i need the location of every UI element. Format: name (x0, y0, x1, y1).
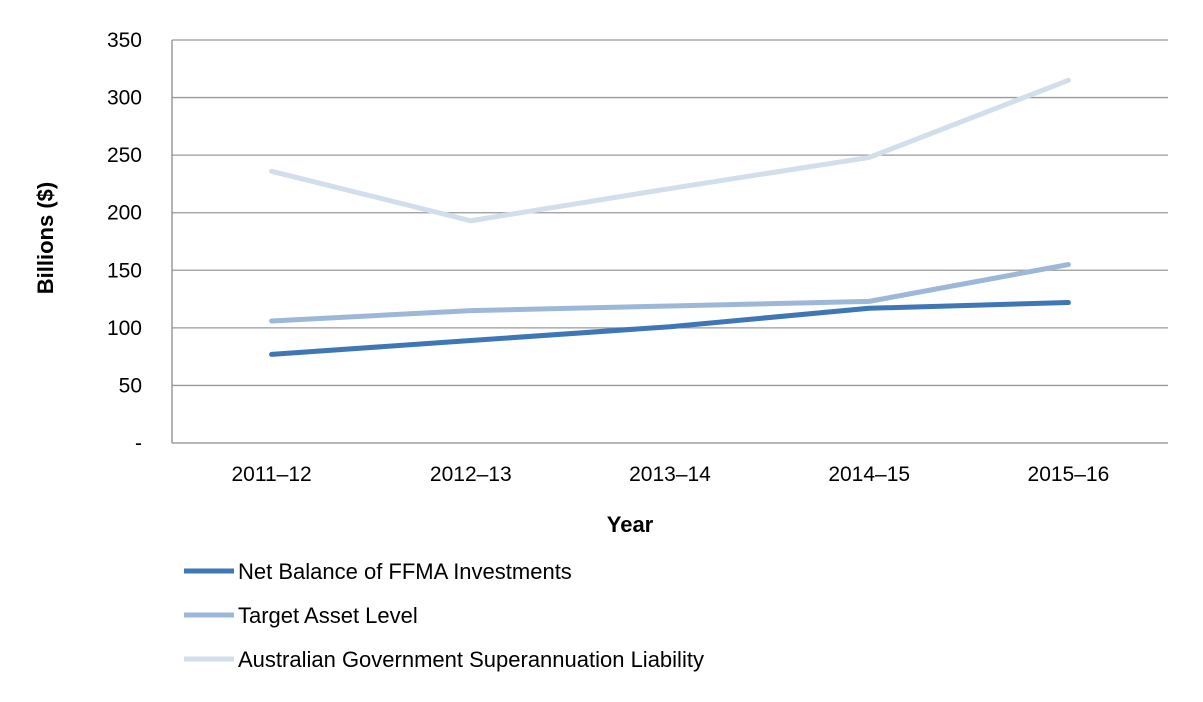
x-axis-tick-labels: 2011–12 2012–13 2013–14 2014–15 2015–16 (231, 463, 1109, 486)
y-tick-label: - (135, 432, 142, 455)
y-tick-label: 300 (107, 87, 142, 110)
y-axis-title: Billions ($) (33, 182, 58, 294)
y-tick-label: 150 (107, 259, 142, 282)
y-axis-tick-labels: - 50 100 150 200 250 300 350 (107, 29, 142, 455)
legend-label: Net Balance of FFMA Investments (238, 559, 572, 584)
x-tick-label: 2014–15 (828, 463, 910, 486)
x-tick-label: 2013–14 (629, 463, 711, 486)
x-tick-label: 2012–13 (430, 463, 512, 486)
y-tick-label: 100 (107, 317, 142, 340)
legend-label: Target Asset Level (238, 603, 418, 628)
y-tick-label: 350 (107, 29, 142, 52)
series-line (269, 262, 1071, 324)
y-tick-label: 250 (107, 144, 142, 167)
x-axis-title: Year (607, 512, 654, 537)
legend-label: Australian Government Superannuation Lia… (238, 647, 704, 672)
series-line (269, 300, 1071, 357)
series-lines (269, 77, 1071, 357)
x-tick-label: 2011–12 (231, 463, 311, 486)
x-tick-label: 2015–16 (1028, 463, 1110, 486)
legend: Net Balance of FFMA Investments Target As… (184, 559, 704, 672)
series-line (269, 77, 1071, 224)
y-tick-label: 50 (119, 374, 142, 397)
y-tick-label: 200 (107, 202, 142, 225)
